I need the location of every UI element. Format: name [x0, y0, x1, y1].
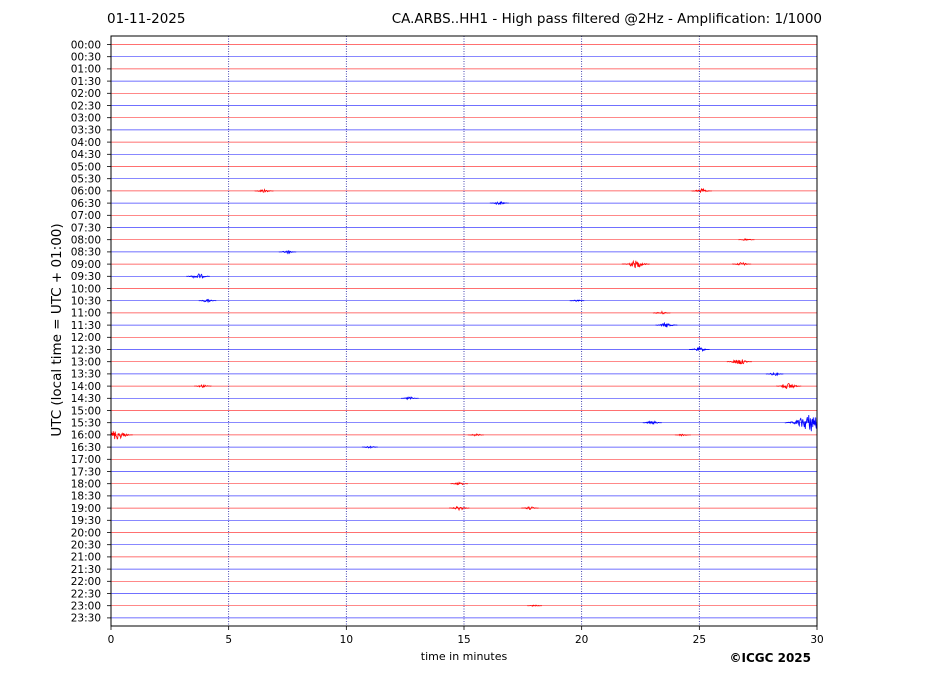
y-tick-label: 17:30 — [71, 466, 101, 478]
seismic-event — [110, 431, 133, 440]
x-axis-label: time in minutes — [420, 650, 508, 663]
y-tick-label: 04:00 — [71, 137, 101, 149]
y-tick-label: 11:00 — [71, 308, 101, 320]
seismic-event — [738, 238, 755, 241]
seismic-event — [401, 396, 419, 401]
seismic-event — [652, 310, 671, 315]
x-tick-label: 20 — [575, 634, 588, 646]
y-tick-label: 15:30 — [71, 418, 101, 430]
y-tick-label: 12:00 — [71, 332, 101, 344]
seismic-event — [776, 383, 802, 390]
seismic-event — [467, 433, 484, 437]
chart-date: 01-11-2025 — [107, 11, 186, 27]
y-tick-label: 07:00 — [71, 210, 101, 222]
y-tick-label: 21:00 — [71, 552, 101, 564]
x-tick-label: 10 — [340, 634, 353, 646]
y-tick-label: 07:30 — [71, 222, 101, 234]
y-axis-label: UTC (local time = UTC + 01:00) — [49, 223, 65, 437]
y-tick-label: 19:00 — [71, 503, 101, 515]
y-tick-label: 20:30 — [71, 540, 101, 552]
seismic-event — [569, 299, 585, 302]
y-tick-label: 09:30 — [71, 271, 101, 283]
x-tick-label: 0 — [108, 634, 115, 646]
y-tick-label: 19:30 — [71, 515, 101, 527]
y-tick-label: 09:00 — [71, 259, 101, 271]
y-tick-label: 22:30 — [71, 588, 101, 600]
y-tick-label: 11:30 — [71, 320, 101, 332]
y-tick-label: 05:30 — [71, 174, 101, 186]
seismic-event — [489, 201, 509, 206]
x-tick-label: 5 — [225, 634, 232, 646]
seismic-event — [784, 415, 818, 432]
y-tick-label: 01:00 — [71, 64, 101, 76]
seismic-event — [278, 249, 297, 255]
seismic-event — [765, 371, 784, 377]
y-tick-label: 08:00 — [71, 235, 101, 247]
y-tick-label: 08:30 — [71, 247, 101, 259]
seismic-event — [194, 383, 212, 388]
seismic-event — [726, 359, 752, 365]
y-tick-label: 18:00 — [71, 479, 101, 491]
chart-title: CA.ARBS..HH1 - High pass filtered @2Hz -… — [391, 11, 822, 27]
y-tick-label: 05:00 — [71, 161, 101, 173]
y-tick-label: 16:00 — [71, 430, 101, 442]
seismic-event — [254, 188, 274, 193]
seismic-event — [691, 187, 712, 193]
y-tick-label: 17:00 — [71, 454, 101, 466]
seismic-event — [186, 273, 210, 279]
y-tick-label: 21:30 — [71, 564, 101, 576]
seismic-event — [655, 321, 678, 328]
x-axis: 0 5 10 15 20 25 30 — [108, 626, 824, 646]
y-tick-label: 14:30 — [71, 393, 101, 405]
seismic-event — [527, 604, 542, 608]
y-tick-label: 22:00 — [71, 576, 101, 588]
y-tick-label: 02:00 — [71, 88, 101, 100]
seismic-event — [361, 445, 378, 449]
y-tick-label: 10:00 — [71, 283, 101, 295]
x-tick-label: 30 — [810, 634, 823, 646]
y-tick-label: 12:30 — [71, 344, 101, 356]
y-tick-label: 03:30 — [71, 125, 101, 137]
y-tick-label: 14:00 — [71, 381, 101, 393]
seismic-event — [521, 505, 539, 510]
y-axis: 00:0000:3001:0001:3002:0002:3003:0003:30… — [71, 39, 111, 625]
seismic-event — [732, 261, 752, 266]
copyright-label: ©ICGC 2025 — [729, 651, 811, 665]
y-tick-label: 15:00 — [71, 405, 101, 417]
y-tick-label: 03:00 — [71, 113, 101, 125]
y-tick-label: 13:30 — [71, 369, 101, 381]
grid-layer — [228, 36, 700, 626]
y-tick-label: 10:30 — [71, 296, 101, 308]
seismic-event — [621, 259, 650, 269]
seismic-event — [642, 420, 662, 425]
y-tick-label: 04:30 — [71, 149, 101, 161]
y-tick-label: 23:30 — [71, 613, 101, 625]
y-tick-label: 06:30 — [71, 198, 101, 210]
seismic-event — [674, 433, 691, 437]
x-tick-label: 15 — [457, 634, 470, 646]
y-tick-label: 00:00 — [71, 39, 101, 51]
y-tick-label: 06:00 — [71, 186, 101, 198]
seismic-event — [198, 298, 217, 303]
seismic-event — [450, 481, 469, 486]
y-tick-label: 00:30 — [71, 52, 101, 64]
y-tick-label: 16:30 — [71, 442, 101, 454]
y-tick-label: 13:00 — [71, 357, 101, 369]
y-tick-label: 01:30 — [71, 76, 101, 88]
y-tick-label: 23:00 — [71, 601, 101, 613]
seismic-event — [449, 505, 470, 512]
y-tick-label: 18:30 — [71, 491, 101, 503]
y-tick-label: 20:00 — [71, 527, 101, 539]
x-tick-label: 25 — [693, 634, 706, 646]
y-tick-label: 02:30 — [71, 100, 101, 112]
